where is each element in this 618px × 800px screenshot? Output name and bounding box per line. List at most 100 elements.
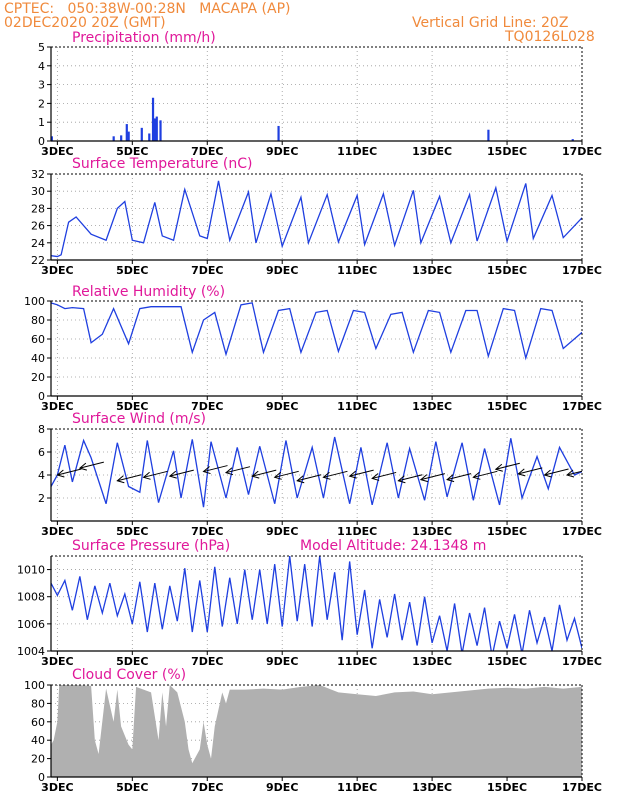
wind-arrow bbox=[349, 469, 374, 477]
wind-arrow bbox=[566, 470, 582, 476]
wind-arrow-head bbox=[419, 474, 429, 483]
precip-bar bbox=[148, 133, 151, 141]
precip-bar bbox=[159, 120, 162, 141]
x-tick-label: 13DEC bbox=[412, 781, 452, 794]
wind-arrow bbox=[143, 470, 168, 478]
y-tick-label: 4 bbox=[38, 469, 45, 482]
panel-title: Surface Wind (m/s) bbox=[72, 411, 206, 427]
header-station: CPTEC: 050:38W-00:28N MACAPA (AP) bbox=[4, 1, 291, 17]
y-tick-label: 28 bbox=[31, 202, 45, 215]
x-tick-label: 15DEC bbox=[487, 655, 527, 668]
wind-arrow bbox=[495, 462, 520, 470]
data-layer bbox=[51, 436, 582, 508]
data-layer bbox=[51, 180, 582, 258]
wind-arrow-head bbox=[371, 473, 380, 481]
wind-arrow-head bbox=[446, 474, 455, 483]
y-tick-label: 60 bbox=[31, 333, 45, 346]
y-tick-label: 5 bbox=[38, 41, 45, 54]
y-tick-label: 32 bbox=[31, 168, 45, 181]
x-tick-label: 7DEC bbox=[191, 400, 223, 413]
y-tick-label: 30 bbox=[31, 185, 45, 198]
x-tick-label: 13DEC bbox=[412, 525, 452, 538]
x-tick-label: 3DEC bbox=[41, 145, 73, 158]
wind-arrow bbox=[398, 474, 423, 482]
header-grid-line: Vertical Grid Line: 20Z bbox=[412, 15, 569, 31]
wind-arrow-head bbox=[565, 469, 575, 478]
x-tick-label: 3DEC bbox=[41, 264, 73, 277]
wind-arrow-head bbox=[322, 471, 331, 480]
wind-arrow-head bbox=[56, 469, 65, 478]
y-tick-label: 8 bbox=[38, 423, 45, 436]
x-tick-label: 17DEC bbox=[562, 400, 602, 413]
y-tick-label: 1008 bbox=[17, 591, 45, 604]
x-tick-label: 9DEC bbox=[266, 655, 298, 668]
data-layer bbox=[51, 685, 582, 777]
x-tick-label: 9DEC bbox=[266, 145, 298, 158]
x-tick-label: 11DEC bbox=[337, 264, 377, 277]
wind-arrow-head bbox=[202, 466, 211, 475]
x-tick-label: 13DEC bbox=[412, 655, 452, 668]
wind-arrow-head bbox=[78, 462, 87, 471]
y-tick-label: 3 bbox=[38, 79, 45, 92]
wind-arrow bbox=[225, 466, 251, 474]
y-tick-label: 0 bbox=[38, 771, 45, 784]
y-tick-label: 0 bbox=[38, 135, 45, 148]
wind-arrow-head bbox=[348, 470, 357, 479]
x-tick-label: 3DEC bbox=[41, 781, 73, 794]
x-tick-label: 17DEC bbox=[562, 525, 602, 538]
x-tick-label: 3DEC bbox=[41, 525, 73, 538]
wind-arrow-head bbox=[472, 471, 481, 480]
wind-arrow bbox=[79, 461, 104, 469]
precip-bar bbox=[120, 135, 123, 141]
precip-bar bbox=[112, 136, 115, 141]
precip-bar bbox=[155, 116, 158, 141]
panel-title: Surface Temperature (nC) bbox=[72, 156, 253, 172]
precip-bar bbox=[153, 118, 157, 141]
x-tick-label: 13DEC bbox=[412, 264, 452, 277]
panel-1: Surface Temperature (nC) 22 24 26 28 30 32 3DEC… bbox=[31, 156, 602, 277]
series-line bbox=[51, 302, 582, 361]
panel-title: Precipitation (mm/h) bbox=[72, 30, 216, 46]
y-tick-label: 24 bbox=[31, 237, 45, 250]
wind-arrow-head bbox=[296, 475, 305, 484]
y-tick-label: 1004 bbox=[17, 645, 45, 658]
wind-arrow bbox=[57, 468, 82, 476]
wind-arrow bbox=[518, 467, 543, 475]
panel-2: Relative Humidity (%) 0 20 40 60 80 100 3DEC 5DE… bbox=[24, 284, 602, 413]
wind-arrow bbox=[420, 473, 445, 481]
x-tick-label: 5DEC bbox=[116, 781, 148, 794]
x-tick-label: 9DEC bbox=[266, 264, 298, 277]
panel-3: Surface Wind (m/s) 2 4 6 8 3DEC 5DEC 7DEC 9DEC 11… bbox=[38, 411, 602, 538]
y-tick-label: 60 bbox=[31, 716, 45, 729]
y-tick-label: 6 bbox=[38, 446, 45, 459]
y-tick-label: 40 bbox=[31, 734, 45, 747]
x-tick-label: 7DEC bbox=[191, 145, 223, 158]
x-tick-label: 9DEC bbox=[266, 781, 298, 794]
y-tick-label: 40 bbox=[31, 352, 45, 365]
x-tick-label: 17DEC bbox=[562, 781, 602, 794]
y-tick-label: 2 bbox=[38, 492, 45, 505]
precip-bar bbox=[125, 124, 128, 141]
wind-arrow-head bbox=[494, 463, 503, 472]
y-tick-label: 22 bbox=[31, 254, 45, 267]
wind-arrow bbox=[169, 469, 194, 477]
header-model-code: TQ0126L028 bbox=[505, 29, 595, 45]
cloud-cover-area bbox=[51, 685, 582, 777]
x-tick-label: 17DEC bbox=[562, 145, 602, 158]
series-line bbox=[51, 556, 582, 651]
panel-4: Surface Pressure (hPa) Model Altitude: 24… bbox=[17, 538, 602, 668]
data-layer bbox=[51, 97, 574, 141]
y-tick-label: 0 bbox=[38, 390, 45, 403]
y-tick-label: 80 bbox=[31, 697, 45, 710]
x-tick-label: 13DEC bbox=[412, 400, 452, 413]
wind-arrow bbox=[297, 474, 322, 482]
x-tick-label: 7DEC bbox=[191, 264, 223, 277]
y-tick-label: 20 bbox=[31, 753, 45, 766]
x-tick-label: 5DEC bbox=[116, 264, 148, 277]
precip-bar bbox=[277, 125, 280, 141]
x-tick-label: 7DEC bbox=[191, 781, 223, 794]
x-tick-label: 11DEC bbox=[337, 400, 377, 413]
panel-title: Cloud Cover (%) bbox=[72, 667, 186, 683]
y-tick-label: 26 bbox=[31, 220, 45, 233]
x-tick-label: 11DEC bbox=[337, 655, 377, 668]
